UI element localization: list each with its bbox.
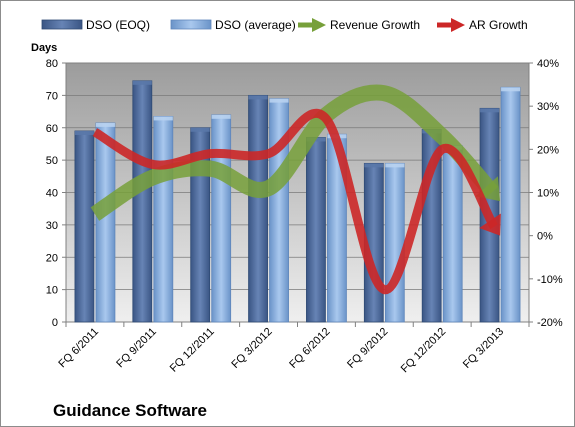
legend-label-revenue-growth: Revenue Growth xyxy=(330,18,420,32)
x-tick-label: FQ 6/2011 xyxy=(56,326,101,371)
y-tick-label: 10 xyxy=(46,285,58,297)
bar-dso-average xyxy=(269,98,289,323)
legend: DSO (EOQ) DSO (average) Revenue Growth A… xyxy=(41,18,528,32)
bar-dso-average xyxy=(211,114,232,323)
bar-dso-average xyxy=(500,86,521,323)
y-tick-label: 80 xyxy=(46,58,58,70)
x-tick-label: FQ 9/2011 xyxy=(114,326,159,371)
bar-dso-eoq xyxy=(306,137,326,323)
bar-dso-average xyxy=(442,145,463,323)
bar-top-face xyxy=(211,114,231,119)
y2-tick-label: 10% xyxy=(537,188,559,200)
y-tick-label: 30 xyxy=(46,220,58,232)
line-revenue-growth xyxy=(90,84,499,221)
legend-swatch-dso-eoq xyxy=(41,19,83,30)
bar-top-face xyxy=(480,108,500,113)
y2-tick-label: -20% xyxy=(537,317,563,329)
lines-layer xyxy=(90,84,501,295)
y2-tick-label: 20% xyxy=(537,144,559,156)
chart-title: Guidance Software xyxy=(53,401,207,420)
x-tick-label: FQ 3/2013 xyxy=(461,326,506,371)
bar-top-face xyxy=(248,95,268,100)
bar-dso-average xyxy=(384,162,405,323)
bar-dso-eoq xyxy=(248,94,268,323)
line-ar-growth xyxy=(92,109,498,295)
bar-top-face xyxy=(153,116,173,121)
x-tick-label: FQ 12/2012 xyxy=(399,326,449,376)
legend-arrow-ar-growth-icon xyxy=(437,18,465,32)
bar-top-face xyxy=(95,122,115,127)
bar-dso-eoq xyxy=(132,80,153,323)
y-tick-label: 50 xyxy=(46,155,58,167)
legend-swatch-dso-average xyxy=(170,19,212,30)
legend-arrow-revenue-growth-icon xyxy=(298,18,326,32)
y2-tick-label: 0% xyxy=(537,231,553,243)
line-ar-growth-arrowhead xyxy=(479,213,501,236)
bar-top-face xyxy=(190,127,210,132)
x-tick-label: FQ 3/2012 xyxy=(229,326,274,371)
y-tick-label: 40 xyxy=(46,188,58,200)
bar-top-face xyxy=(364,163,384,168)
x-tick-label: FQ 9/2012 xyxy=(345,326,390,371)
bar-top-face xyxy=(132,80,152,85)
bar-top-face xyxy=(74,130,94,135)
y-axis-label: Days xyxy=(31,42,57,54)
y2-tick-label: 40% xyxy=(537,58,559,70)
bar-dso-average xyxy=(153,116,174,323)
y2-tick-label: -10% xyxy=(537,274,563,286)
y-tick-label: 60 xyxy=(46,123,58,135)
y2-tick-label: 30% xyxy=(537,101,559,113)
y-tick-label: 0 xyxy=(52,317,58,329)
legend-label-ar-growth: AR Growth xyxy=(469,18,528,32)
bar-dso-average xyxy=(95,122,116,323)
legend-label-dso-eoq: DSO (EOQ) xyxy=(86,18,150,32)
x-tick-label: FQ 6/2012 xyxy=(287,326,332,371)
bar-top-face xyxy=(385,163,405,168)
y-tick-label: 20 xyxy=(46,252,58,264)
bar-top-face xyxy=(501,87,521,92)
bar-dso-eoq xyxy=(74,130,95,323)
x-tick-label: FQ 12/2011 xyxy=(168,326,217,375)
legend-label-dso-average: DSO (average) xyxy=(215,18,296,32)
bar-top-face xyxy=(269,98,289,103)
y-tick-label: 70 xyxy=(46,90,58,102)
